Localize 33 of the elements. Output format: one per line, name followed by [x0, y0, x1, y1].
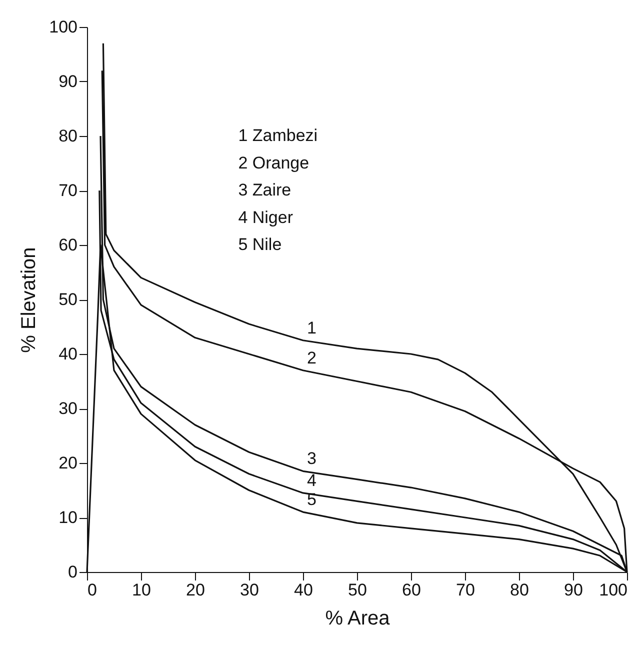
- y-tick-label: 100: [49, 18, 78, 36]
- y-tick-label: 10: [58, 508, 78, 527]
- annotation: 3 Zaire: [238, 180, 292, 200]
- series-label: 4: [307, 470, 316, 490]
- y-tick-label: 50: [58, 290, 78, 309]
- x-tick-label: 10: [132, 580, 151, 600]
- annotation: 4 Niger: [238, 208, 294, 227]
- x-tick-label: 70: [456, 580, 475, 600]
- y-tick-label: 20: [58, 454, 78, 472]
- x-tick-label: 40: [294, 580, 313, 600]
- y-tick-label: 80: [58, 126, 78, 146]
- x-tick-label: 90: [564, 580, 583, 600]
- annotation: 1 Zambezi: [238, 126, 318, 145]
- x-tick-label: 80: [510, 580, 529, 600]
- series-label: 1: [307, 318, 316, 338]
- x-axis-title: % Area: [325, 608, 391, 630]
- y-tick-label: 30: [58, 399, 78, 418]
- x-tick-label: 30: [240, 580, 259, 600]
- x-tick-label: 50: [348, 580, 367, 600]
- y-tick-label: 40: [58, 344, 78, 364]
- y-tick-label: 60: [58, 236, 78, 254]
- x-tick-label: 0: [88, 580, 97, 600]
- series-label: 3: [307, 449, 316, 468]
- series-label: 2: [307, 348, 316, 368]
- annotation: 5 Nile: [238, 235, 282, 254]
- y-tick-label: 70: [58, 181, 78, 200]
- y-tick-label: 0: [68, 562, 78, 582]
- x-tick-label: 60: [402, 580, 421, 600]
- y-axis-title: % Elevation: [18, 247, 40, 353]
- x-tick-label: 100: [599, 580, 628, 600]
- annotation: 2 Orange: [238, 153, 310, 172]
- y-tick-label: 90: [58, 72, 78, 91]
- x-tick-label: 20: [186, 580, 205, 600]
